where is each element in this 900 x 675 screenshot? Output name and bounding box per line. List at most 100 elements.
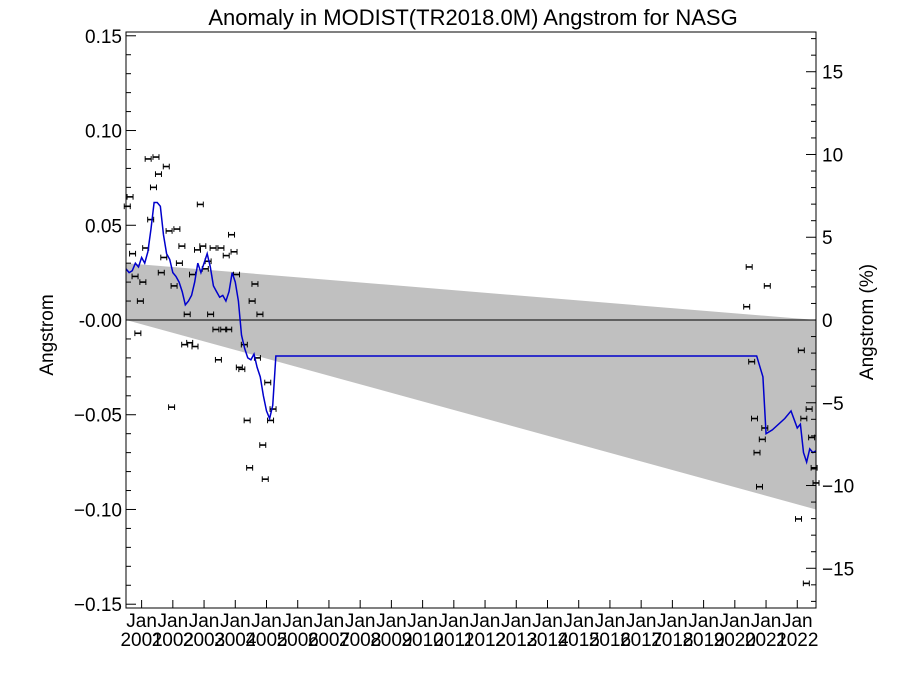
trend-uncertainty-band (126, 263, 816, 510)
shaded-band-layer (126, 263, 816, 510)
data-point (800, 415, 808, 422)
data-point (154, 171, 162, 177)
data-point (748, 358, 756, 365)
data-point (160, 254, 168, 261)
x-tick-year: 2015 (558, 630, 600, 651)
data-point (144, 156, 152, 162)
x-tick-month: Jan (220, 611, 251, 632)
data-point (256, 311, 264, 318)
data-point (251, 281, 259, 287)
data-point (797, 347, 805, 354)
data-point (209, 245, 217, 251)
x-tick-year: 2018 (651, 630, 693, 651)
x-tick-year: 2007 (308, 630, 350, 651)
x-tick-month: Jan (158, 611, 189, 632)
data-point (264, 379, 272, 386)
x-tick-year: 2017 (620, 630, 662, 651)
data-point (758, 436, 766, 443)
data-point (225, 326, 233, 333)
data-point (259, 442, 267, 448)
data-point (207, 311, 215, 318)
x-tick-month: Jan (189, 611, 220, 632)
x-tick-month: Jan (407, 611, 438, 632)
x-tick-month: Jan (282, 611, 313, 632)
data-point (131, 273, 139, 280)
x-tick-month: Jan (563, 611, 594, 632)
x-tick-year: 2014 (526, 630, 569, 651)
x-tick-year: 2012 (464, 630, 506, 651)
data-point (199, 243, 207, 249)
data-point (248, 298, 256, 304)
x-axis: Jan2001Jan2002Jan2003Jan2004Jan2005Jan20… (120, 600, 818, 651)
y2-tick-label: 15 (822, 63, 843, 84)
data-point (134, 330, 142, 337)
x-tick-year: 2006 (277, 630, 319, 651)
data-point (805, 406, 813, 412)
data-point (755, 483, 763, 490)
data-point (152, 154, 160, 160)
data-point (750, 415, 758, 422)
y-tick-label: 0.15 (85, 27, 122, 48)
y2-axis-label: Angstrom (%) (857, 264, 878, 380)
x-tick-year: 2003 (183, 630, 225, 651)
x-tick-year: 2021 (745, 630, 787, 651)
data-point (743, 303, 751, 310)
data-point (196, 201, 204, 208)
data-point (802, 580, 810, 587)
y2-tick-label: 5 (822, 228, 833, 249)
data-point (168, 404, 176, 410)
data-point (165, 228, 173, 234)
x-tick-month: Jan (532, 611, 563, 632)
x-tick-month: Jan (782, 611, 813, 632)
y-tick-label: −0.05 (74, 406, 122, 427)
x-tick-month: Jan (376, 611, 407, 632)
data-point (763, 283, 771, 289)
x-tick-year: 2001 (120, 630, 162, 651)
data-point (175, 260, 183, 266)
y2-tick-label: 10 (822, 145, 843, 166)
data-point (178, 243, 186, 249)
x-tick-year: 2020 (714, 630, 756, 651)
data-point (753, 449, 761, 456)
y-tick-label: −0.15 (74, 595, 122, 616)
y-tick-label: 0.10 (85, 122, 122, 143)
x-tick-year: 2010 (401, 630, 443, 651)
y-tick-label: -0.00 (79, 311, 122, 332)
y2-tick-label: −15 (822, 559, 854, 580)
x-tick-year: 2013 (495, 630, 537, 651)
x-tick-year: 2019 (682, 630, 724, 651)
data-point (243, 417, 251, 424)
data-point (214, 356, 222, 363)
data-point (173, 226, 181, 232)
data-point (212, 326, 220, 333)
data-point (186, 339, 194, 346)
x-tick-year: 2005 (245, 630, 287, 651)
data-point (267, 417, 275, 424)
x-tick-month: Jan (439, 611, 470, 632)
x-tick-year: 2004 (214, 630, 257, 651)
x-tick-month: Jan (720, 611, 751, 632)
data-point (217, 245, 225, 251)
x-tick-month: Jan (657, 611, 688, 632)
data-point (162, 163, 170, 170)
data-point (126, 194, 134, 200)
data-point (222, 252, 230, 259)
data-point (139, 279, 147, 285)
y-tick-label: −0.10 (74, 500, 122, 521)
data-point (136, 298, 144, 304)
x-tick-month: Jan (751, 611, 782, 632)
data-point (228, 231, 236, 238)
data-point (129, 250, 137, 257)
data-point (745, 264, 753, 270)
data-point (157, 269, 165, 276)
y-tick-label: 0.05 (85, 216, 122, 237)
x-tick-month: Jan (688, 611, 719, 632)
x-tick-month: Jan (345, 611, 376, 632)
y-axis-label: Angstrom (37, 294, 58, 375)
smoothed-series-line (125, 201, 817, 465)
data-point (149, 184, 157, 191)
x-tick-year: 2002 (152, 630, 194, 651)
y2-tick-label: −10 (822, 477, 854, 498)
data-point (761, 425, 769, 431)
